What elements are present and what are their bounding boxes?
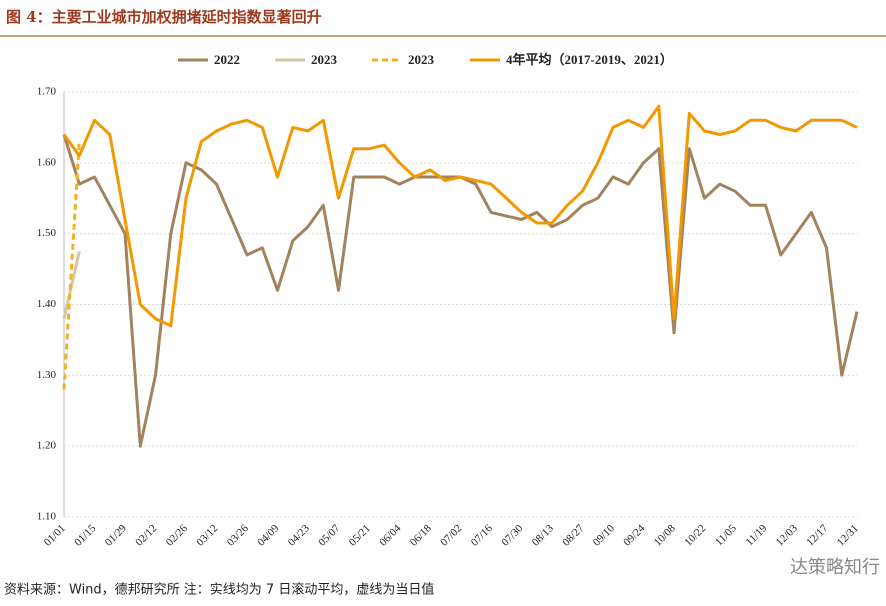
x-tick-label: 05/21 (347, 522, 373, 548)
y-tick-label: 1.40 (37, 298, 57, 310)
x-tick-label: 01/01 (42, 522, 68, 548)
y-tick-label: 1.60 (37, 156, 57, 168)
x-tick-label: 10/08 (652, 522, 679, 549)
y-tick-label: 1.50 (37, 227, 57, 239)
x-tick-label: 12/03 (774, 522, 801, 549)
x-tick-label: 11/19 (743, 522, 769, 548)
x-tick-label: 06/04 (377, 522, 404, 549)
x-tick-label: 08/13 (530, 522, 557, 549)
legend-label: 4年平均（2017-2019、2021） (506, 52, 673, 67)
y-tick-label: 1.20 (37, 440, 57, 452)
x-tick-label: 03/26 (225, 522, 252, 549)
x-tick-label: 08/27 (560, 522, 587, 549)
series-line (62, 141, 81, 390)
x-tick-label: 12/31 (835, 522, 861, 548)
x-tick-label: 04/23 (286, 522, 313, 549)
y-tick-label: 1.30 (37, 369, 57, 381)
series-line (62, 134, 859, 448)
legend-label: 2023 (311, 52, 338, 67)
x-tick-label: 01/15 (72, 522, 99, 549)
x-tick-label: 02/12 (133, 522, 159, 548)
y-tick-label: 1.70 (37, 86, 57, 98)
chart-title: 图 4：主要工业城市加权拥堵延时指数显著回升 (6, 8, 322, 26)
x-tick-label: 11/05 (713, 522, 739, 548)
x-tick-label: 07/16 (469, 522, 496, 549)
x-tick-label: 02/26 (164, 522, 191, 549)
x-tick-label: 09/24 (621, 522, 648, 549)
x-tick-label: 01/29 (103, 522, 130, 549)
legend-label: 2022 (214, 52, 240, 67)
x-tick-label: 03/12 (194, 522, 220, 548)
x-tick-label: 07/30 (499, 522, 526, 549)
series-line (62, 104, 858, 328)
x-tick-label: 10/22 (682, 522, 708, 548)
x-tick-label: 07/02 (438, 522, 464, 548)
y-tick-label: 1.10 (37, 511, 57, 523)
source-note: 资料来源：Wind，德邦研究所 注：实线均为 7 日滚动平均，虚线为当日值 (4, 582, 434, 598)
x-tick-label: 05/07 (316, 522, 343, 549)
x-tick-label: 06/18 (408, 522, 435, 549)
watermark: 达策略知行 (790, 557, 880, 578)
x-tick-label: 09/10 (591, 522, 618, 549)
x-tick-label: 04/09 (255, 522, 282, 549)
legend-label: 2023 (408, 52, 435, 67)
x-tick-label: 12/17 (804, 522, 831, 549)
